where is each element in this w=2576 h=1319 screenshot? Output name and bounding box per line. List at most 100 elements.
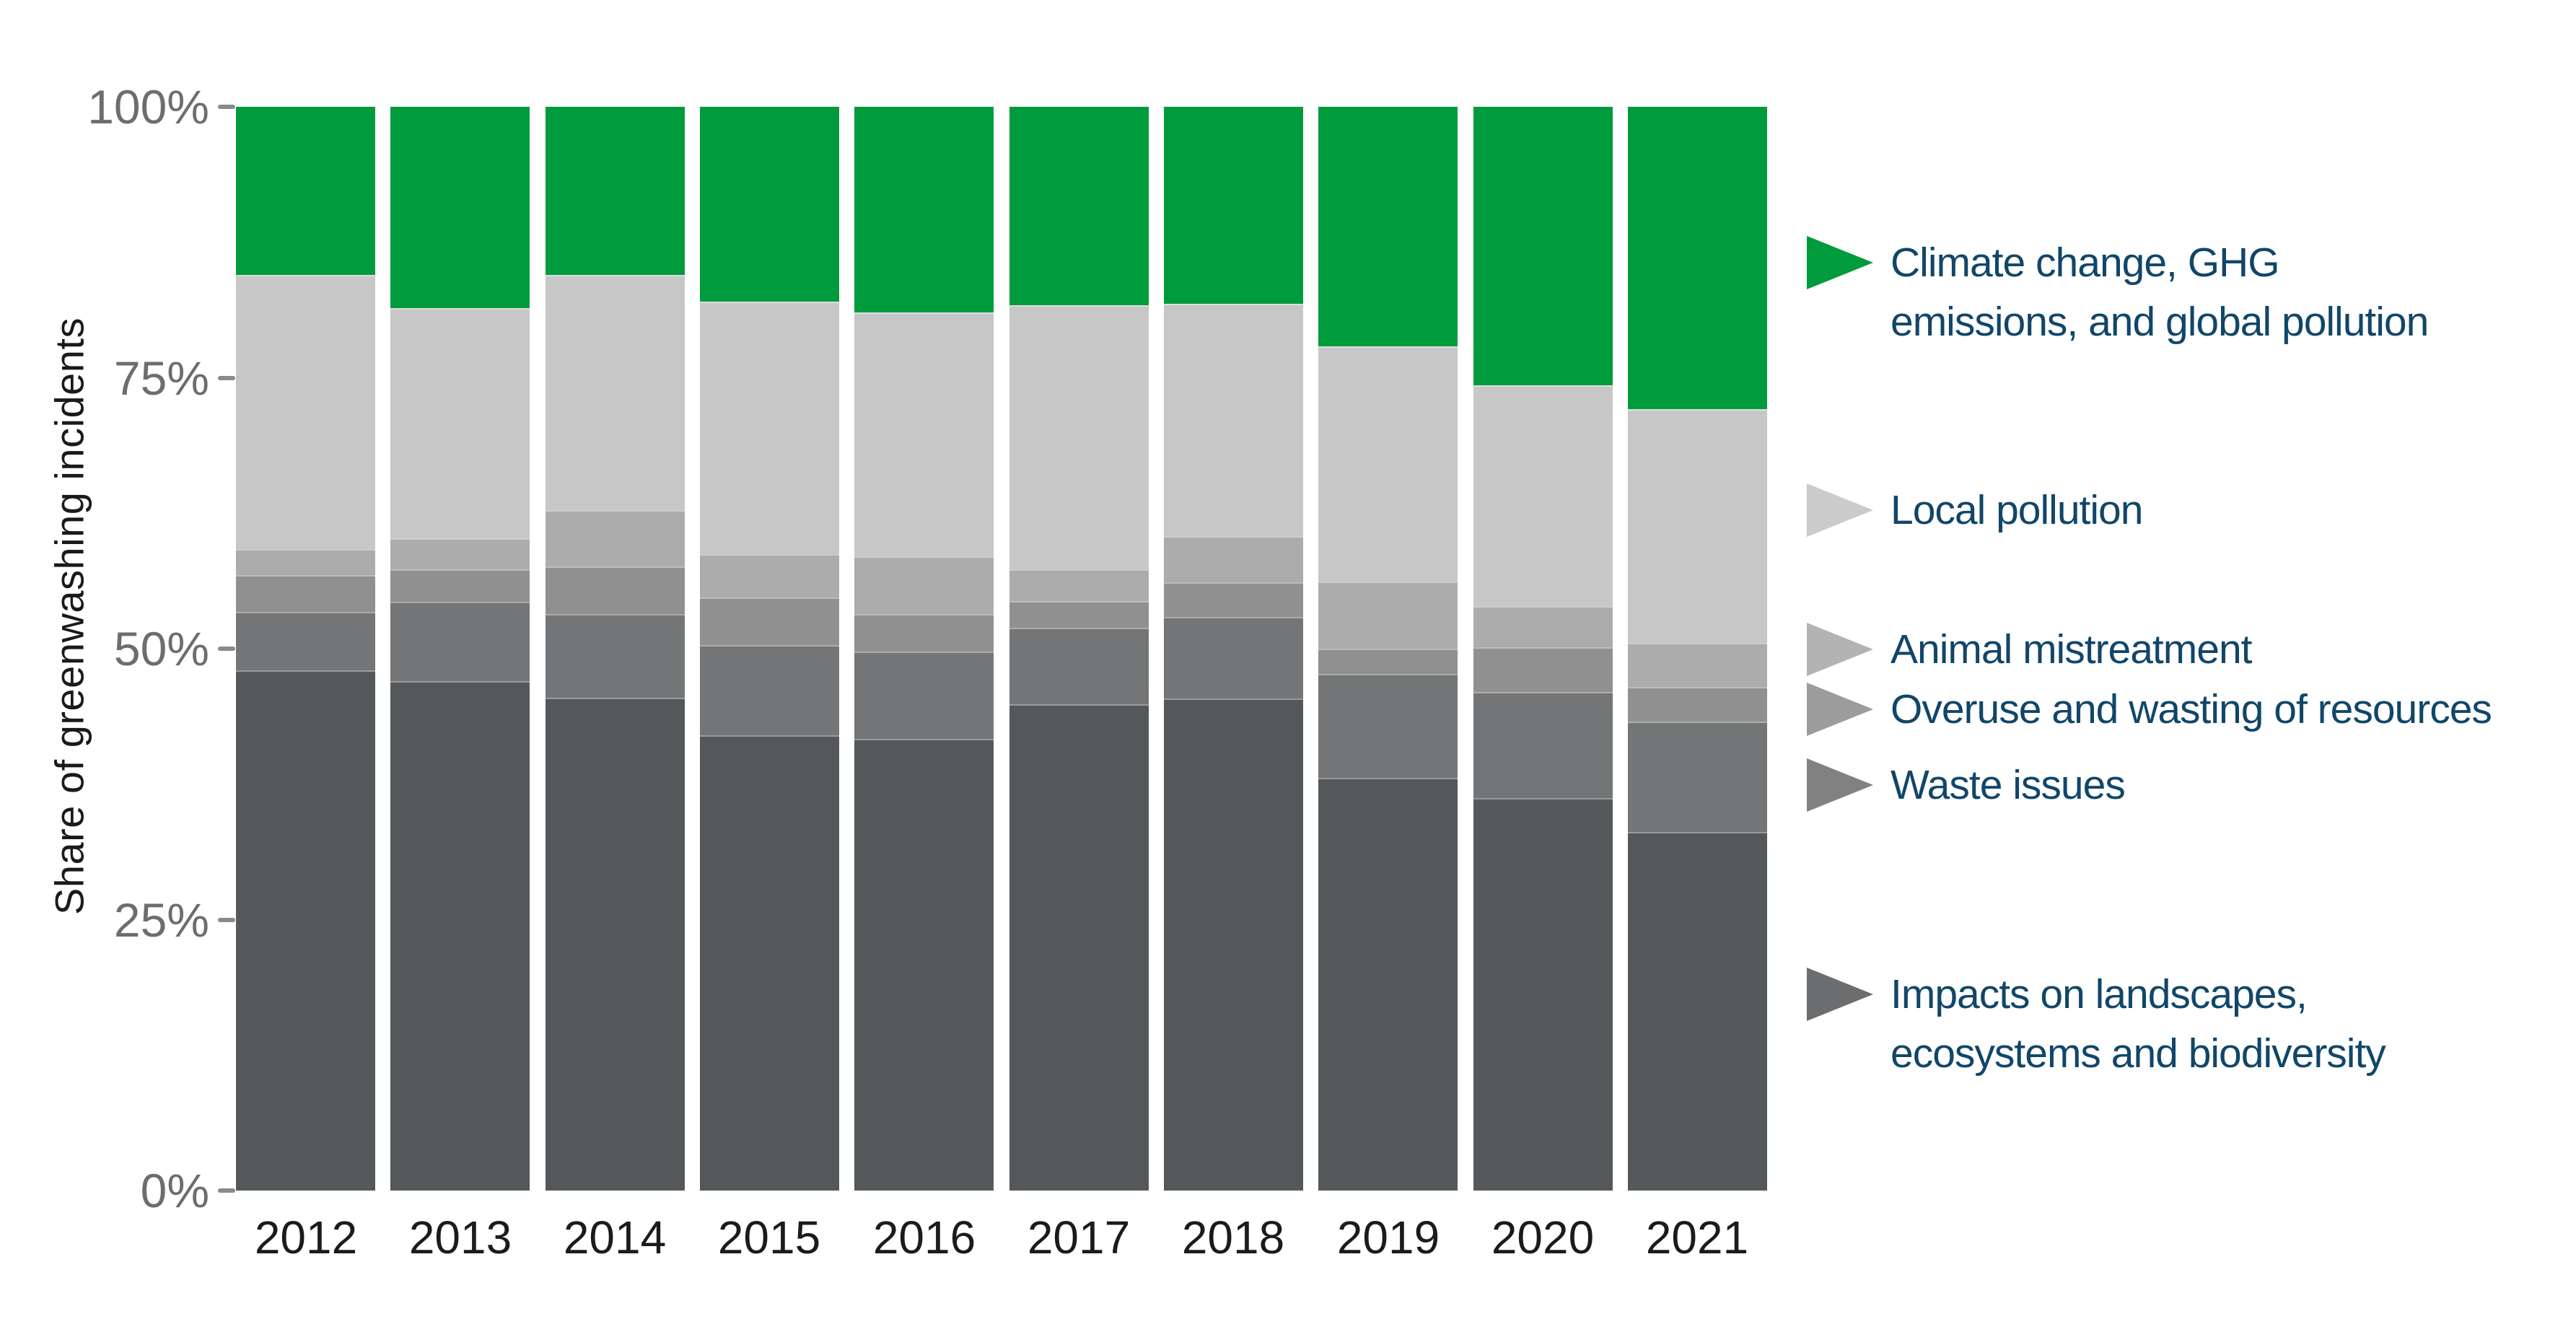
bar-segment-2017 bbox=[1009, 107, 1149, 305]
bar-segment-2020 bbox=[1473, 606, 1613, 648]
bar-segment-2018 bbox=[1164, 107, 1303, 304]
bar-segment-2013 bbox=[390, 602, 530, 682]
bar-segment-2017 bbox=[1009, 628, 1149, 704]
bar-segment-2020 bbox=[1473, 107, 1613, 385]
y-axis-title: Share of greenwashing incidents bbox=[46, 317, 92, 916]
bar-segment-2021 bbox=[1628, 643, 1767, 687]
bar-segment-2019 bbox=[1318, 673, 1458, 778]
bar-segment-2013 bbox=[390, 538, 530, 570]
bar-segment-2021 bbox=[1628, 686, 1767, 722]
y-tick-label-75: 75% bbox=[113, 351, 209, 405]
legend-marker-triangle-icon bbox=[1807, 683, 1873, 736]
y-tick-mark-75 bbox=[218, 375, 235, 380]
bar-segment-2012 bbox=[236, 574, 375, 612]
bar-segment-2021 bbox=[1628, 721, 1767, 832]
bar-segment-2015 bbox=[700, 597, 839, 646]
bar-segment-2016 bbox=[854, 738, 994, 1191]
bar-segment-2018 bbox=[1164, 535, 1303, 583]
bar-segment-2014 bbox=[546, 509, 685, 566]
legend-item-label: Waste issues bbox=[1891, 762, 2126, 808]
legend-marker-triangle-icon bbox=[1807, 758, 1873, 812]
bar-segment-2020 bbox=[1473, 385, 1613, 607]
bar-column-2017 bbox=[1009, 107, 1149, 1191]
y-tick-mark-50 bbox=[218, 647, 235, 651]
bar-segment-2015 bbox=[700, 302, 839, 555]
bar-segment-2012 bbox=[236, 107, 375, 275]
x-axis-label-2015: 2015 bbox=[717, 1211, 821, 1263]
legend-marker-triangle-icon bbox=[1807, 968, 1873, 1021]
legend-marker-triangle-icon bbox=[1807, 623, 1873, 676]
y-tick-mark-0 bbox=[218, 1188, 235, 1193]
legend-item-label: Animal mistreatment bbox=[1891, 626, 2252, 672]
legend-marker-triangle-icon bbox=[1807, 236, 1873, 289]
bar-segment-2018 bbox=[1164, 698, 1303, 1191]
x-axis-label-2018: 2018 bbox=[1181, 1211, 1285, 1263]
bar-segment-2013 bbox=[390, 107, 530, 309]
x-axis-label-2021: 2021 bbox=[1645, 1211, 1749, 1263]
bar-segment-2016 bbox=[854, 613, 994, 652]
y-tick-label-25: 25% bbox=[113, 893, 209, 947]
bar-segment-2015 bbox=[700, 107, 839, 302]
x-axis-label-2020: 2020 bbox=[1491, 1211, 1595, 1263]
bar-column-2012 bbox=[236, 107, 375, 1191]
bar-segment-2016 bbox=[854, 556, 994, 614]
x-axis-label-2017: 2017 bbox=[1027, 1211, 1131, 1263]
y-tick-mark-25 bbox=[218, 917, 235, 922]
bar-segment-2019 bbox=[1318, 648, 1458, 674]
bar-column-2014 bbox=[546, 107, 685, 1191]
bar-segment-2015 bbox=[700, 554, 839, 598]
bar-column-2020 bbox=[1473, 107, 1613, 1191]
bar-segment-2021 bbox=[1628, 107, 1767, 410]
y-tick-label-100: 100% bbox=[87, 80, 209, 133]
x-axis-label-2014: 2014 bbox=[563, 1211, 667, 1263]
bar-segment-2016 bbox=[854, 652, 994, 739]
bar-segment-2019 bbox=[1318, 107, 1458, 346]
bar-segment-2017 bbox=[1009, 600, 1149, 628]
bar-segment-2021 bbox=[1628, 409, 1767, 644]
bar-column-2016 bbox=[854, 107, 994, 1191]
bar-segment-2017 bbox=[1009, 304, 1149, 570]
bar-segment-2014 bbox=[546, 274, 685, 510]
bar-segment-2017 bbox=[1009, 569, 1149, 601]
x-axis-label-2016: 2016 bbox=[872, 1211, 976, 1263]
bar-segment-2021 bbox=[1628, 831, 1767, 1191]
bar-column-2018 bbox=[1164, 107, 1303, 1191]
bar-segment-2020 bbox=[1473, 647, 1613, 693]
bar-segment-2014 bbox=[546, 613, 685, 698]
bar-segment-2014 bbox=[546, 566, 685, 614]
legend-item-label: Impacts on landscapes, ecosystems and bio… bbox=[1891, 971, 2386, 1077]
bar-segment-2020 bbox=[1473, 798, 1613, 1191]
legend-item-label: Overuse and wasting of resources bbox=[1891, 686, 2492, 732]
x-axis-label-2012: 2012 bbox=[254, 1211, 358, 1263]
legend-item-label: Local pollution bbox=[1891, 487, 2143, 533]
x-axis-label-2013: 2013 bbox=[408, 1211, 512, 1263]
bar-segment-2018 bbox=[1164, 617, 1303, 699]
bar-segment-2013 bbox=[390, 681, 530, 1191]
bar-segment-2019 bbox=[1318, 777, 1458, 1191]
bar-segment-2014 bbox=[546, 697, 685, 1191]
bar-segment-2015 bbox=[700, 735, 839, 1191]
legend-marker-triangle-icon bbox=[1807, 483, 1873, 537]
bar-segment-2018 bbox=[1164, 304, 1303, 536]
bar-segment-2013 bbox=[390, 308, 530, 538]
bar-column-2013 bbox=[390, 107, 530, 1191]
bar-segment-2018 bbox=[1164, 582, 1303, 618]
bar-column-2019 bbox=[1318, 107, 1458, 1191]
bar-segment-2019 bbox=[1318, 346, 1458, 582]
bar-column-2021 bbox=[1628, 107, 1767, 1191]
x-axis-label-2019: 2019 bbox=[1336, 1211, 1440, 1263]
y-tick-mark-100 bbox=[218, 105, 235, 109]
bar-segment-2012 bbox=[236, 611, 375, 670]
bar-segment-2012 bbox=[236, 670, 375, 1191]
bar-segment-2015 bbox=[700, 645, 839, 736]
bar-segment-2016 bbox=[854, 107, 994, 313]
bar-segment-2013 bbox=[390, 569, 530, 602]
legend-item-label: Climate change, GHG emissions, and global… bbox=[1891, 240, 2429, 345]
y-tick-label-0: 0% bbox=[140, 1164, 209, 1217]
bar-segment-2012 bbox=[236, 548, 375, 575]
bar-column-2015 bbox=[700, 107, 839, 1191]
bar-segment-2019 bbox=[1318, 581, 1458, 649]
bar-segment-2016 bbox=[854, 312, 994, 557]
bar-segment-2014 bbox=[546, 107, 685, 275]
